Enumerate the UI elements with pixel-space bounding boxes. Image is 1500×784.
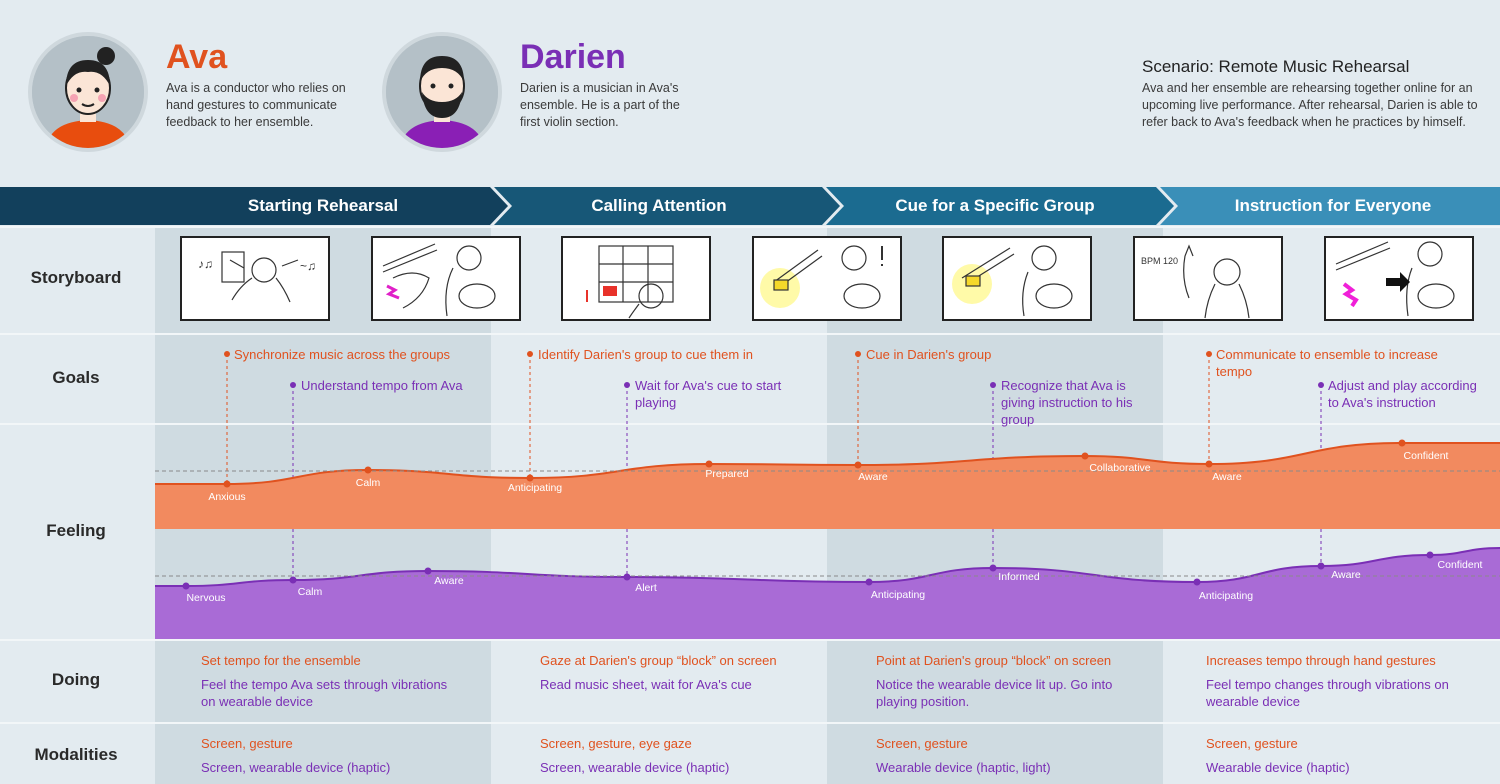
doing-darien-1: Feel the tempo Ava sets through vibratio… <box>201 677 448 709</box>
goal-dot <box>1318 382 1324 388</box>
phase-4-label: Instruction for Everyone <box>1234 196 1432 215</box>
goal-dot <box>527 351 533 357</box>
goal-ava-4: Communicate to ensemble to increase temp… <box>1216 347 1438 379</box>
svg-text:♪♫: ♪♫ <box>198 257 213 271</box>
phase-1-label: Starting Rehearsal <box>247 196 399 215</box>
modality-ava-2: Screen, gesture, eye gaze <box>540 736 692 751</box>
bpm-label: BPM 120 <box>1141 256 1178 266</box>
storyboard-frame-6: BPM 120 <box>1133 236 1283 321</box>
row-divider <box>0 226 1500 228</box>
goal-darien-3: Recognize that Ava is giving instruction… <box>1001 378 1133 427</box>
svg-text:~♫: ~♫ <box>300 259 316 273</box>
goal-darien-4: Adjust and play according to Ava's instr… <box>1328 378 1477 410</box>
goal-dot <box>990 382 996 388</box>
row-label-feeling: Feeling <box>46 521 106 540</box>
goal-ava-3: Cue in Darien's group <box>866 347 992 362</box>
storyboard-frame-2 <box>371 236 521 321</box>
modality-darien-3: Wearable device (haptic, light) <box>876 760 1051 775</box>
doing-ava-2: Gaze at Darien's group “block” on screen <box>540 653 777 668</box>
modality-ava-4: Screen, gesture <box>1206 736 1298 751</box>
ava-name: Ava <box>166 38 228 76</box>
row-label-doing: Doing <box>51 670 101 689</box>
row-label-modalities: Modalities <box>34 745 118 764</box>
doing-darien-2: Read music sheet, wait for Ava's cue <box>540 677 752 692</box>
row-divider <box>0 333 1500 335</box>
goal-dot <box>1206 351 1212 357</box>
phase-3-chevron <box>826 187 1174 225</box>
storyboard-frame-5 <box>942 236 1092 321</box>
ava-avatar <box>28 32 148 152</box>
phase-4-chevron <box>1160 187 1500 225</box>
row-label-storyboard: Storyboard <box>30 268 122 287</box>
darien-avatar <box>382 32 502 152</box>
doing-ava-3: Point at Darien's group “block” on scree… <box>876 653 1112 668</box>
storyboard-frame-3 <box>561 236 711 321</box>
scenario-description: Ava and her ensemble are rehearsing toge… <box>1142 81 1478 129</box>
doing-ava-4: Increases tempo through hand gestures <box>1206 653 1436 668</box>
ava-description: Ava is a conductor who relies on hand ge… <box>166 81 346 129</box>
goal-dot <box>290 382 296 388</box>
storyboard-frame-7 <box>1324 236 1474 321</box>
modality-darien-2: Screen, wearable device (haptic) <box>540 760 730 775</box>
goal-ava-1: Synchronize music across the groups <box>234 347 451 362</box>
goal-ava-2: Identify Darien's group to cue them in <box>538 347 753 362</box>
phase-bar: Starting Rehearsal Calling Attention Cue… <box>0 187 1500 225</box>
row-label-goals: Goals <box>52 368 100 387</box>
scenario-title: Scenario: Remote Music Rehearsal <box>1142 57 1410 76</box>
phase-2-label: Calling Attention <box>591 196 727 215</box>
phase-1-chevron <box>0 187 508 225</box>
modality-ava-3: Screen, gesture <box>876 736 968 751</box>
phase-2-chevron <box>494 187 840 225</box>
goal-darien-1: Understand tempo from Ava <box>301 378 463 393</box>
goal-dot <box>224 351 230 357</box>
goal-dot <box>624 382 630 388</box>
phase-3-label: Cue for a Specific Group <box>895 196 1095 215</box>
goal-darien-2: Wait for Ava's cue to start playing <box>635 378 782 410</box>
modality-darien-1: Screen, wearable device (haptic) <box>201 760 391 775</box>
storyboard-frame-1: ♪♫ ~♫ <box>180 236 330 321</box>
doing-darien-4: Feel tempo changes through vibrations on… <box>1206 677 1449 709</box>
darien-description: Darien is a musician in Ava's ensemble. … <box>520 81 680 129</box>
row-divider <box>0 639 1500 641</box>
row-divider <box>0 423 1500 425</box>
row-divider <box>0 722 1500 724</box>
doing-ava-1: Set tempo for the ensemble <box>201 653 361 668</box>
goal-dot <box>855 351 861 357</box>
doing-darien-3: Notice the wearable device lit up. Go in… <box>876 677 1113 709</box>
modality-darien-4: Wearable device (haptic) <box>1206 760 1350 775</box>
darien-name: Darien <box>520 38 626 76</box>
modality-ava-1: Screen, gesture <box>201 736 293 751</box>
storyboard-frame-4 <box>752 236 902 321</box>
